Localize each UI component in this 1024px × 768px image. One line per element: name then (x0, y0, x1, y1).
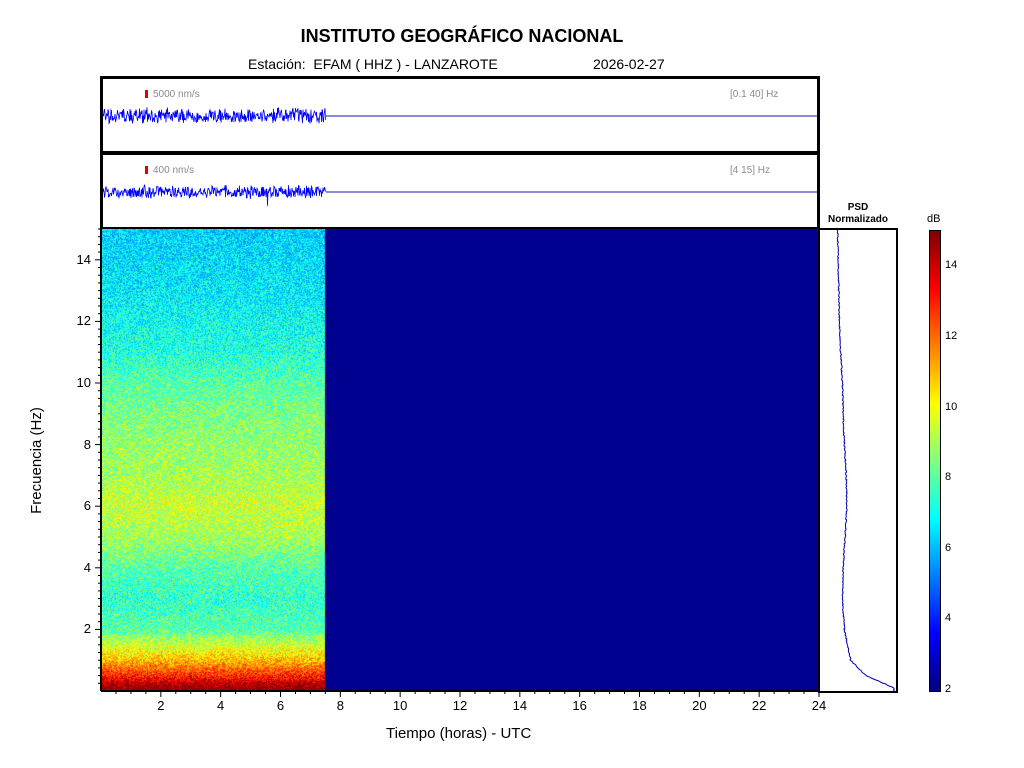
trace-band-label: [4 15] Hz (730, 165, 771, 176)
scale-marker-icon (145, 90, 148, 98)
y-tick-label: 4 (83, 559, 91, 575)
trace-scale-label: 5000 nm/s (153, 89, 200, 100)
x-tick-label: 20 (692, 698, 707, 713)
trace-panel-broadband: 5000 nm/s [0.1 40] Hz (100, 76, 820, 154)
trace-broadband (102, 107, 817, 125)
trace-panel-filtered: 400 nm/s [4 15] Hz (100, 152, 820, 230)
waveform-trace (102, 107, 326, 125)
psd-title: PSD Normalizado (818, 202, 898, 226)
x-tick-label: 6 (276, 698, 285, 713)
x-tick-label: 14 (512, 698, 528, 713)
colorbar-tick-label: 14 (945, 259, 958, 272)
psd-title-line2: Normalizado (827, 214, 888, 225)
station-label: Estación: EFAM ( HHZ ) - LANZAROTE (248, 56, 498, 72)
scale-marker-icon (145, 166, 148, 174)
x-tick-label: 12 (452, 698, 468, 713)
psd-panel (818, 228, 898, 693)
x-tick-label: 16 (572, 698, 587, 713)
x-tick-label: 24 (811, 698, 827, 713)
colorbar-tick-label: 12 (945, 329, 958, 342)
colorbar-tick-label: 10 (945, 400, 958, 413)
y-tick-label: 12 (76, 313, 91, 329)
x-tick-label: 2 (157, 698, 165, 713)
x-tick-label: 8 (336, 698, 344, 713)
y-tick-label: 14 (76, 251, 91, 267)
chart-title: INSTITUTO GEOGRÁFICO NACIONAL (300, 26, 624, 46)
colorbar-tick-label: 8 (945, 471, 952, 484)
trace-band-label: [0.1 40] Hz (730, 89, 779, 100)
date-label: 2026-02-27 (593, 56, 665, 72)
y-tick-label: 10 (76, 375, 91, 390)
trace-filtered (102, 184, 817, 206)
x-tick-label: 22 (751, 698, 767, 713)
x-tick-label: 4 (217, 698, 225, 713)
colorbar-tick-label: 4 (945, 612, 952, 625)
x-tick-label: 18 (632, 698, 647, 713)
x-axis-label: Tiempo (horas) - UTC (386, 725, 532, 742)
colorbar-tick-label: 6 (945, 541, 952, 554)
psd-title-line1: PSD (847, 202, 869, 213)
waveform-trace (102, 184, 326, 206)
colorbar (929, 230, 941, 692)
spectrogram-heatmap (101, 229, 819, 691)
y-tick-label: 6 (83, 498, 91, 514)
y-tick-label: 2 (83, 621, 91, 637)
psd-curve (836, 229, 895, 692)
psd-line (836, 229, 895, 692)
x-tick-label: 10 (392, 698, 408, 713)
y-tick-label: 8 (83, 436, 91, 452)
colorbar-unit: dB (927, 213, 941, 225)
trace-scale-label: 400 nm/s (153, 165, 195, 176)
y-axis-label: Frecuencia (Hz) (27, 407, 45, 514)
colorbar-tick-label: 2 (945, 683, 952, 695)
